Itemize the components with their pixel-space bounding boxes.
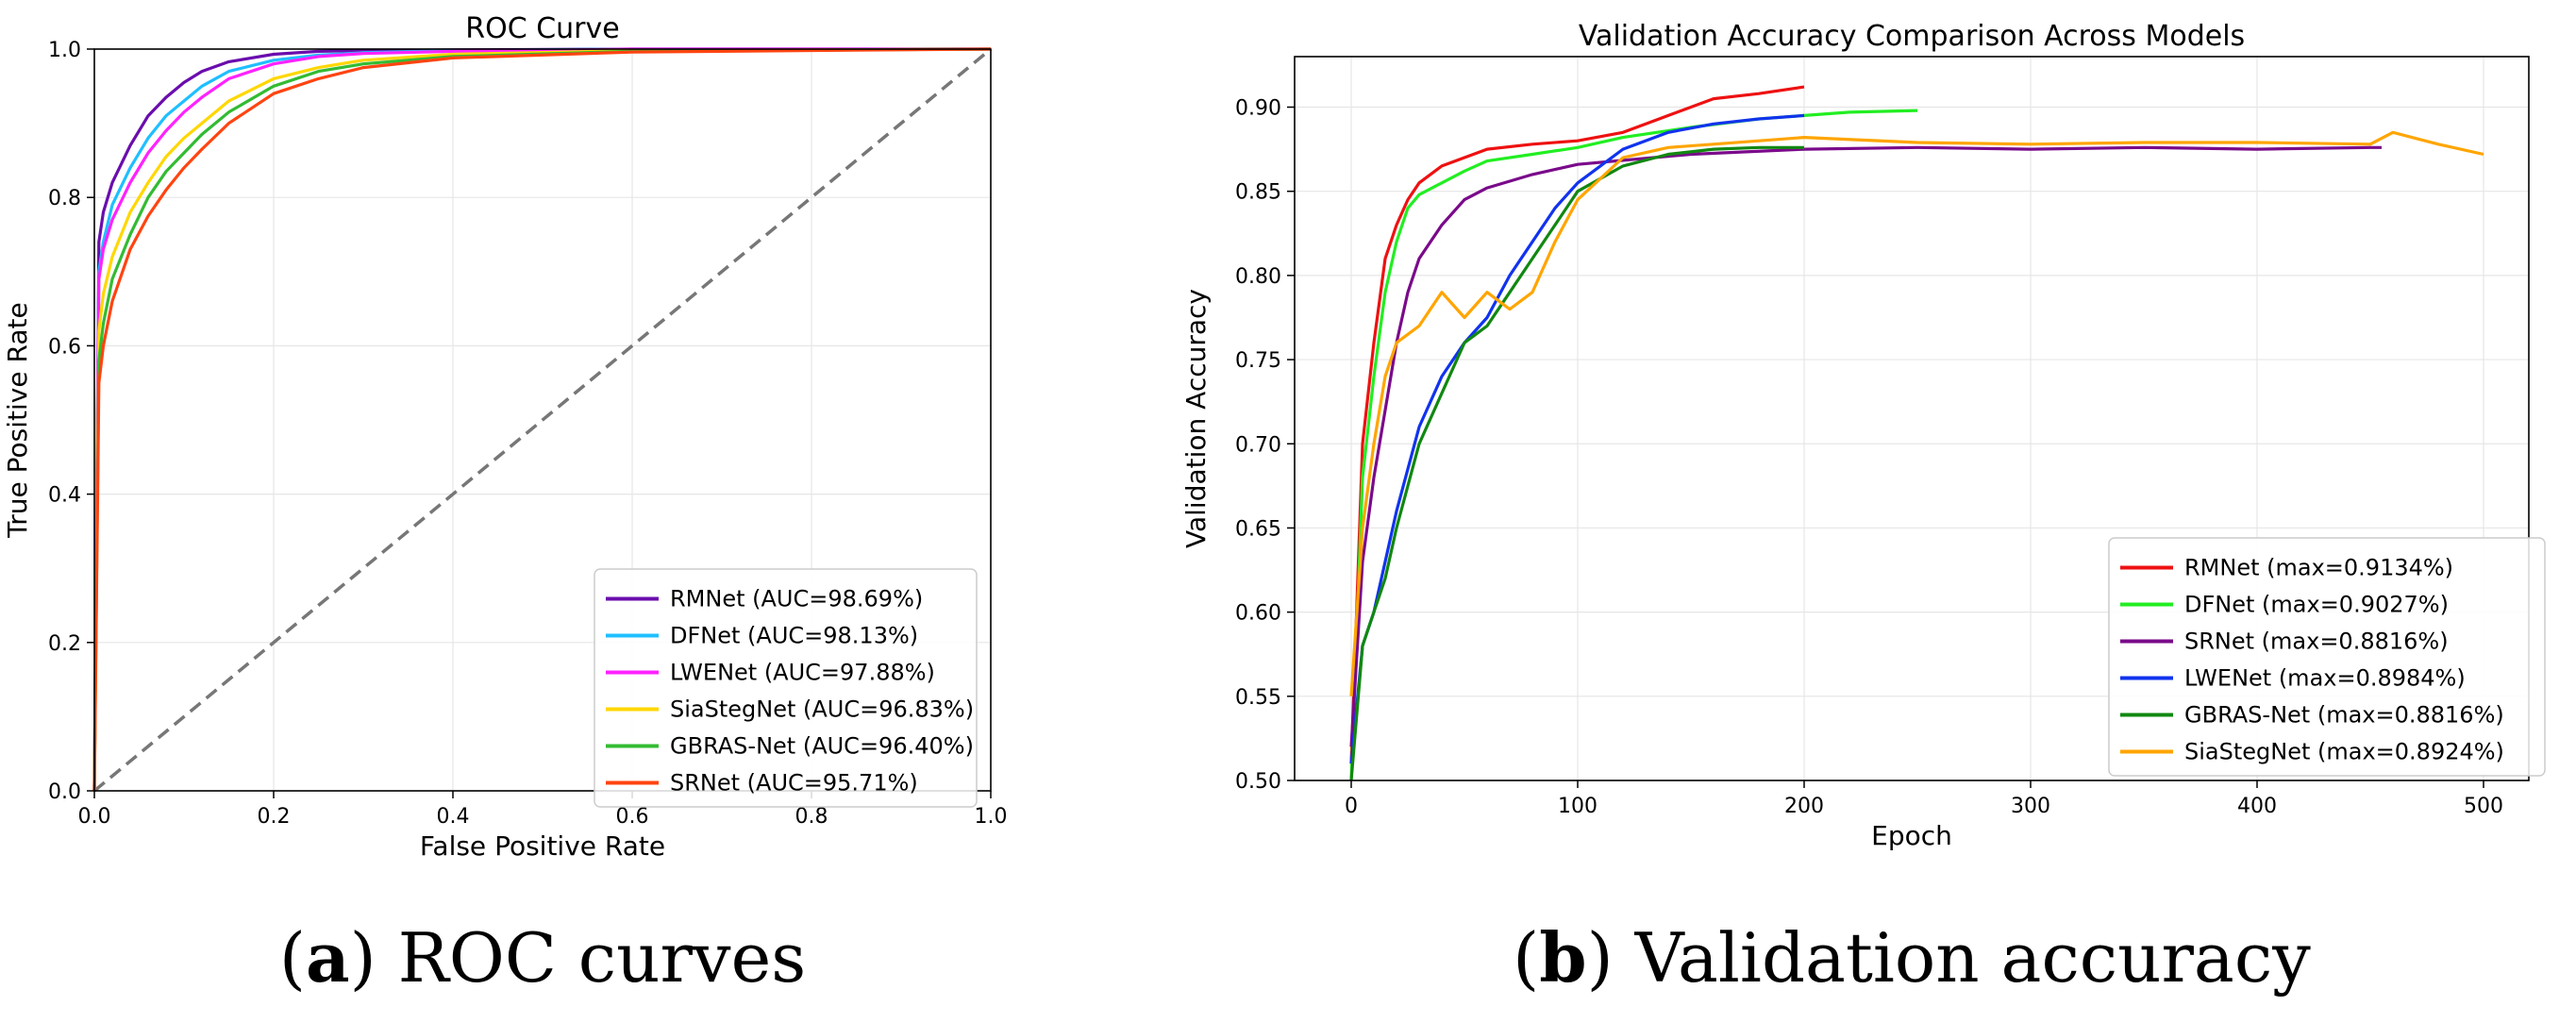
accuracy-legend: RMNet (max=0.9134%) DFNet (max=0.9027%) SR… <box>2108 537 2546 777</box>
accuracy-caption: (b) Validation accuracy <box>1513 917 2311 998</box>
y-tick-label: 0.8 <box>48 187 81 210</box>
x-tick-label: 500 <box>2464 795 2503 818</box>
roc-x-ticks: 0.0 0.2 0.4 0.6 0.8 1.0 <box>78 791 1008 829</box>
y-tick-label: 0.70 <box>1235 433 1281 457</box>
y-tick-label: 0.80 <box>1235 265 1281 289</box>
series-line <box>92 47 992 792</box>
x-tick-label: 0 <box>1345 795 1358 818</box>
y-tick-label: 0.55 <box>1235 686 1281 710</box>
y-tick-label: 0.50 <box>1235 770 1281 794</box>
y-tick-label: 0.75 <box>1235 349 1281 373</box>
accuracy-caption-letter: b <box>1539 917 1586 998</box>
legend-label: LWENet (max=0.8984%) <box>2184 665 2466 692</box>
series-line <box>1349 130 2484 696</box>
series-line <box>92 47 992 792</box>
roc-x-axis-label: False Positive Rate <box>420 830 665 862</box>
x-tick-label: 300 <box>2011 795 2050 818</box>
y-tick-label: 0.60 <box>1235 602 1281 626</box>
roc-caption-letter: a <box>306 917 350 998</box>
y-tick-label: 0.0 <box>48 780 81 804</box>
accuracy-y-axis-label: Validation Accuracy <box>1180 289 1212 548</box>
legend-label: DFNet (AUC=98.13%) <box>670 623 918 649</box>
legend-label: GBRAS-Net (max=0.8816%) <box>2184 702 2504 729</box>
series-line <box>1349 85 1805 764</box>
series-line <box>1349 109 1918 781</box>
roc-caption: (a) ROC curves <box>279 917 806 998</box>
series-line <box>92 47 991 792</box>
x-tick-label: 200 <box>1784 795 1824 818</box>
accuracy-x-ticks: 0 100 200 300 400 500 <box>1345 780 2503 818</box>
series-line <box>92 47 992 792</box>
diagonal-reference-line <box>92 47 993 793</box>
y-tick-label: 0.2 <box>48 632 81 656</box>
series-line <box>1349 113 1805 764</box>
x-tick-label: 1.0 <box>975 805 1008 829</box>
x-tick-label: 400 <box>2237 795 2277 818</box>
legend-label: SRNet (max=0.8816%) <box>2184 629 2449 655</box>
accuracy-plot-frame <box>1294 56 2530 781</box>
legend-label: SRNet (AUC=95.71%) <box>670 770 918 797</box>
accuracy-y-ticks: 0.50 0.55 0.60 0.65 0.70 0.75 0.80 0.85 0.90 <box>1235 97 1295 794</box>
accuracy-series-group <box>1349 85 2484 781</box>
x-tick-label: 100 <box>1558 795 1597 818</box>
roc-y-ticks: 0.0 0.2 0.4 0.6 0.8 1.0 <box>48 39 94 804</box>
accuracy-caption-text: Validation accuracy <box>1614 918 2311 998</box>
roc-panel: ROC Curve 0.0 0.2 0.4 0.6 0.8 1.0 0.00.20.40.… <box>2 12 1008 998</box>
legend-box <box>594 568 978 808</box>
y-tick-label: 1.0 <box>48 39 81 62</box>
y-tick-label: 0.85 <box>1235 181 1281 205</box>
roc-title: ROC Curve <box>465 12 619 45</box>
x-tick-label: 0.0 <box>78 805 111 829</box>
y-tick-label: 0.65 <box>1235 517 1281 541</box>
accuracy-title: Validation Accuracy Comparison Across Mo… <box>1579 20 2245 53</box>
roc-series-group <box>92 47 993 793</box>
legend-label: SiaStegNet (AUC=96.83%) <box>670 696 974 723</box>
legend-box <box>2108 537 2546 777</box>
roc-caption-text: ROC curves <box>376 918 806 998</box>
legend-label: DFNet (max=0.9027%) <box>2184 592 2449 618</box>
y-tick-label: 0.4 <box>48 484 81 508</box>
legend-label: RMNet (AUC=98.69%) <box>670 586 923 612</box>
legend-label: RMNet (max=0.9134%) <box>2184 555 2453 581</box>
x-tick-label: 0.4 <box>437 805 470 829</box>
x-tick-label: 0.6 <box>616 805 649 829</box>
legend-label: GBRAS-Net (AUC=96.40%) <box>670 733 974 760</box>
series-line <box>1349 145 1804 781</box>
x-tick-label: 0.8 <box>795 805 828 829</box>
y-tick-label: 0.6 <box>48 335 81 359</box>
series-line <box>1349 145 2382 747</box>
roc-legend: RMNet (AUC=98.69%) DFNet (AUC=98.13%) LWEN… <box>594 568 978 808</box>
legend-label: SiaStegNet (max=0.8924%) <box>2184 739 2504 765</box>
roc-y-axis-label: True Positive Rate <box>2 302 33 538</box>
x-tick-label: 0.2 <box>258 805 291 829</box>
accuracy-x-axis-label: Epoch <box>1871 820 1952 851</box>
legend-label: LWENet (AUC=97.88%) <box>670 660 935 686</box>
y-tick-label: 0.90 <box>1235 97 1281 121</box>
accuracy-panel: Validation Accuracy Comparison Across Mo… <box>1180 20 2546 998</box>
roc-plot-frame <box>93 48 992 792</box>
